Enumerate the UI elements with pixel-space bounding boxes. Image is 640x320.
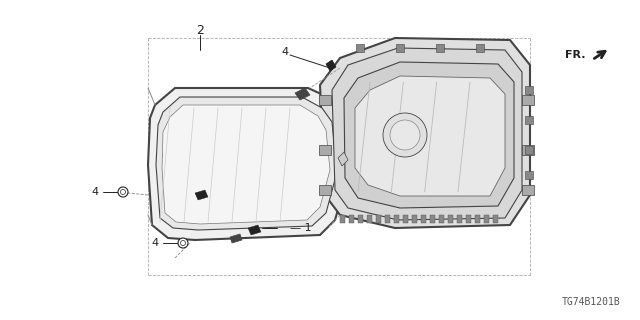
Polygon shape [394,215,399,223]
Polygon shape [412,215,417,223]
Polygon shape [349,215,354,223]
Polygon shape [484,215,489,223]
Circle shape [180,241,186,245]
Polygon shape [439,215,444,223]
Polygon shape [320,38,530,228]
Polygon shape [522,145,534,155]
Text: TG74B1201B: TG74B1201B [561,297,620,307]
Text: FR.: FR. [564,50,585,60]
Polygon shape [338,152,348,166]
Text: 4: 4 [92,187,99,197]
Polygon shape [522,95,534,105]
Polygon shape [356,44,364,52]
Polygon shape [430,215,435,223]
Polygon shape [396,44,404,52]
Text: 4: 4 [282,47,289,57]
Text: 2: 2 [196,23,204,36]
Text: 5: 5 [161,151,169,164]
Polygon shape [319,95,331,105]
Polygon shape [326,60,336,71]
Polygon shape [421,215,426,223]
Text: — 1: — 1 [237,188,259,198]
Polygon shape [525,171,533,179]
Polygon shape [248,225,261,235]
Polygon shape [319,185,331,195]
Polygon shape [493,215,498,223]
Polygon shape [448,215,453,223]
Circle shape [178,238,188,248]
Text: — 1: — 1 [290,223,312,233]
Polygon shape [525,146,533,154]
Polygon shape [403,215,408,223]
Polygon shape [376,215,381,223]
Polygon shape [466,215,471,223]
Polygon shape [148,88,348,240]
Polygon shape [355,76,505,196]
Polygon shape [332,48,522,220]
Circle shape [120,189,125,195]
Polygon shape [476,44,484,52]
Polygon shape [344,62,514,208]
Circle shape [383,113,427,157]
Polygon shape [475,215,480,223]
Polygon shape [340,215,345,223]
Polygon shape [457,215,462,223]
Polygon shape [162,105,330,224]
Polygon shape [230,234,242,243]
Circle shape [118,187,128,197]
Polygon shape [319,145,331,155]
Polygon shape [436,44,444,52]
Polygon shape [358,215,363,223]
Polygon shape [525,116,533,124]
Polygon shape [195,190,208,200]
Polygon shape [295,88,310,100]
Polygon shape [367,215,372,223]
Polygon shape [156,97,337,230]
Circle shape [390,120,420,150]
Polygon shape [525,86,533,94]
Polygon shape [522,185,534,195]
Polygon shape [385,215,390,223]
Text: 4: 4 [152,238,159,248]
